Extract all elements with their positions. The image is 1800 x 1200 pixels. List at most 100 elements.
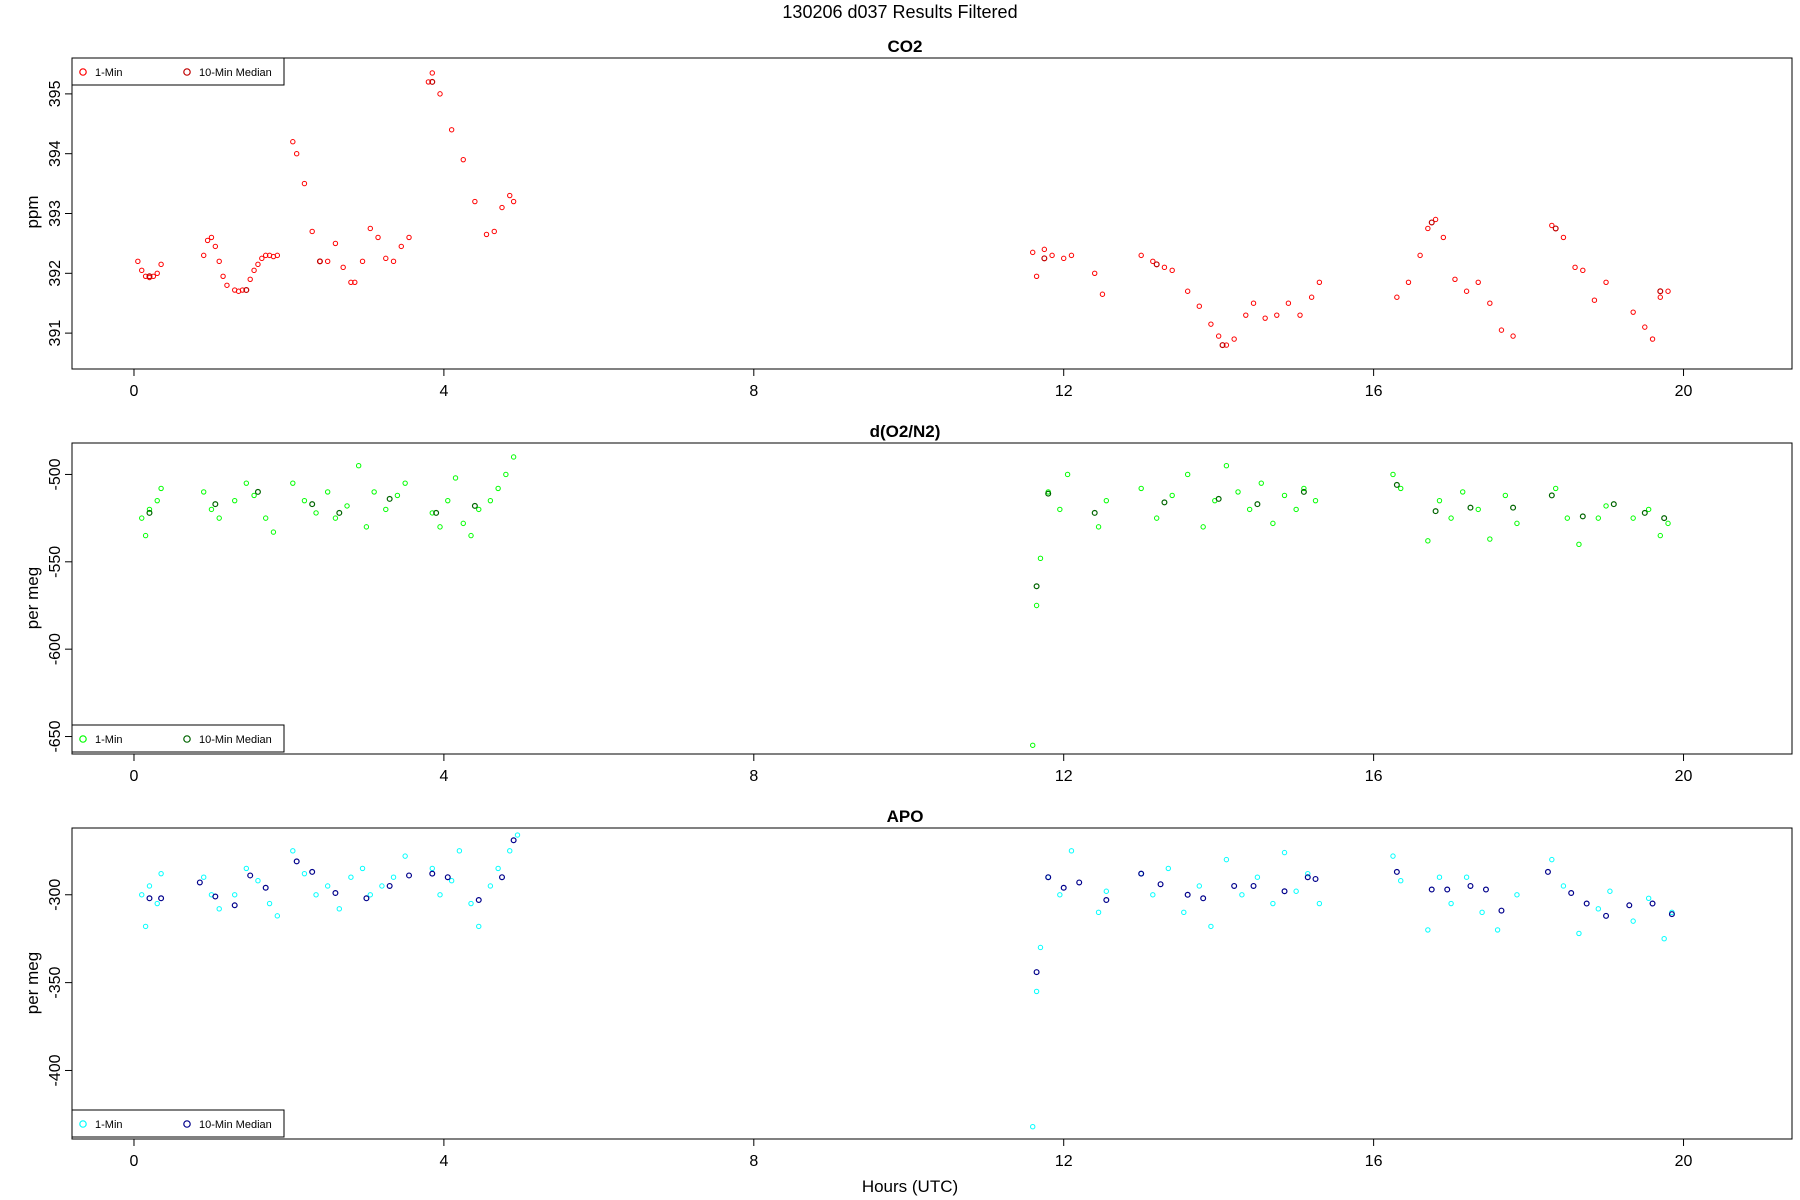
data-point-1min (383, 506, 389, 513)
data-point-1min (1510, 333, 1516, 339)
data-point-median (243, 287, 250, 294)
plot-apo: 0 4 8 12 16 20 -300 -350 -400 (47, 827, 1793, 1170)
data-point-median (1467, 504, 1474, 511)
data-point-1min (1312, 497, 1319, 504)
data-point-1min (437, 91, 443, 97)
data-point-median (1033, 969, 1040, 976)
legend-label-1min: 1-Min (95, 67, 123, 79)
data-point-1min (1603, 279, 1609, 285)
x-tick-label: 4 (439, 383, 448, 400)
data-point-1min (1425, 225, 1431, 232)
data-point-1min (1487, 536, 1493, 542)
data-point-median (212, 501, 219, 508)
data-point-1min (139, 892, 145, 898)
data-point-1min (1390, 853, 1396, 859)
data-point-1min (1398, 485, 1404, 492)
data-point-1min (216, 515, 222, 521)
data-point-median (1184, 891, 1191, 898)
x-tick-label: 4 (439, 1153, 448, 1170)
data-point-median (1649, 900, 1656, 907)
data-point-1min (1595, 515, 1602, 521)
y-tick-label: 395 (47, 80, 64, 107)
data-point-median (1312, 875, 1319, 882)
data-point-1min (332, 240, 339, 247)
data-point-1min (348, 874, 354, 880)
data-point-median (1579, 513, 1586, 520)
y-tick-label: -550 (47, 546, 64, 578)
x-tick-label: 8 (749, 383, 758, 400)
data-point-1min (1630, 309, 1636, 315)
data-point-1min (158, 870, 164, 877)
data-point-1min (1595, 906, 1602, 912)
data-point-1min (1270, 900, 1276, 907)
data-point-1min (487, 883, 494, 889)
data-point-1min (1487, 300, 1493, 306)
data-point-median (1498, 907, 1505, 914)
data-point-1min (1223, 342, 1230, 348)
plot-o2n2: 0 4 8 12 16 20 -500 -550 -600 -650 (47, 442, 1793, 785)
x-tick-label: 16 (1365, 768, 1383, 785)
data-point-1min (1041, 246, 1048, 253)
legend-label-1min: 1-Min (95, 734, 123, 746)
data-point-1min (483, 231, 490, 238)
data-point-1min (1665, 520, 1671, 527)
legend-marker-1min (79, 68, 87, 76)
data-point-1min (1560, 234, 1567, 241)
data-point-1min (201, 489, 207, 495)
data-point-1min (1095, 909, 1102, 916)
data-point-1min (1243, 312, 1249, 318)
data-point-1min (1440, 234, 1447, 241)
data-point-1min (1030, 1124, 1036, 1130)
data-point-1min (1661, 935, 1667, 942)
data-point-median (1583, 900, 1590, 907)
data-point-1min (1552, 485, 1559, 492)
panel-o2n2: d(O2/N2) per meg 0 4 8 12 16 20 -500 -550 -600 -6… (23, 422, 1793, 785)
data-point-median (1428, 219, 1435, 226)
data-point-1min (476, 923, 482, 930)
data-point-1min (1165, 865, 1172, 872)
data-point-1min (487, 497, 494, 504)
y-tick-label: 394 (47, 140, 64, 167)
data-point-median (1076, 879, 1083, 886)
x-tick-label: 0 (130, 1153, 139, 1170)
data-point-1min (1460, 489, 1466, 495)
data-point-1min (274, 913, 281, 919)
data-point-median (1304, 874, 1311, 881)
data-point-1min (1630, 515, 1636, 521)
data-point-1min (1068, 848, 1075, 854)
data-point-1min (363, 524, 370, 530)
data-point-1min (429, 865, 435, 872)
legend-co2: 1-Min 10-Min Median (71, 57, 285, 86)
data-point-1min (1432, 216, 1439, 223)
data-point-1min (1463, 288, 1470, 294)
data-point-1min (456, 848, 463, 854)
y-tick-label: -600 (47, 633, 64, 665)
data-point-median (158, 895, 165, 902)
data-point-median (510, 837, 517, 844)
data-point-1min (201, 252, 207, 259)
data-point-1min (255, 261, 261, 268)
data-point-1min (290, 848, 296, 854)
data-point-median (231, 902, 238, 909)
data-point-1min (1514, 520, 1520, 527)
data-point-1min (1405, 279, 1412, 285)
data-point-1min (1239, 892, 1245, 898)
data-point-1min (1417, 252, 1423, 259)
data-point-1min (1580, 267, 1586, 274)
data-point-1min (1258, 480, 1264, 486)
data-point-1min (313, 892, 319, 898)
data-point-median (1157, 881, 1164, 888)
data-point-median (363, 895, 370, 902)
data-point-1min (212, 243, 219, 250)
data-point-median (309, 501, 316, 508)
data-point-1min (1057, 892, 1063, 898)
data-point-1min (1572, 264, 1578, 271)
x-tick-label: 12 (1055, 1153, 1073, 1170)
data-point-1min (1033, 273, 1040, 279)
data-point-1min (1285, 300, 1292, 306)
data-point-1min (445, 497, 451, 504)
data-point-1min (301, 180, 308, 187)
data-point-median (1060, 884, 1067, 891)
x-tick-label: 16 (1365, 383, 1383, 400)
data-point-1min (468, 900, 474, 907)
